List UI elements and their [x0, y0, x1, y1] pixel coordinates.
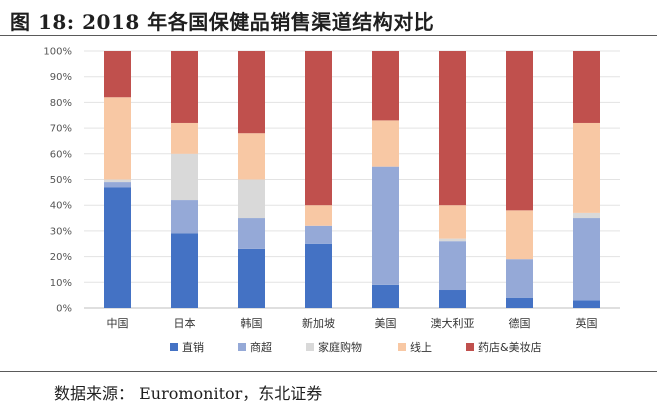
y-tick-label: 100% — [43, 47, 72, 58]
bar-segment — [305, 205, 332, 226]
bar-segment — [305, 225, 332, 244]
bar-segment — [104, 97, 131, 180]
x-category-label: 中国 — [107, 317, 129, 330]
bar-segment — [372, 120, 399, 167]
bar-segment — [573, 212, 600, 219]
bar-segment — [573, 300, 600, 308]
legend-label: 线上 — [410, 340, 432, 354]
x-category-label: 英国 — [576, 316, 598, 330]
legend-label: 药店&美妆店 — [478, 340, 542, 354]
chart-gridlines — [84, 50, 620, 309]
title-divider — [0, 35, 657, 36]
bar-segment — [104, 179, 131, 183]
bar-segment — [171, 51, 198, 123]
y-tick-label: 60% — [50, 149, 72, 160]
x-category-label: 美国 — [375, 317, 397, 330]
bar-segment — [104, 182, 131, 188]
bar-segment — [305, 51, 332, 206]
bar-segment — [238, 179, 265, 219]
legend-swatch — [466, 343, 474, 351]
x-category-label: 德国 — [509, 316, 531, 330]
y-tick-label: 50% — [50, 175, 72, 186]
bar-segment — [305, 243, 332, 308]
bar-segment — [506, 51, 533, 211]
bar-segment — [238, 133, 265, 180]
source-divider — [0, 371, 657, 372]
legend-swatch — [398, 343, 406, 351]
bar-segment — [171, 200, 198, 234]
legend-label: 直销 — [182, 340, 204, 354]
y-tick-label: 90% — [50, 72, 72, 83]
legend-swatch — [170, 343, 178, 351]
legend-swatch — [238, 343, 246, 351]
source-note: 数据来源： Euromonitor，东北证券 — [54, 384, 323, 403]
bar-segment — [439, 241, 466, 291]
bar-segment — [506, 259, 533, 298]
bar-segment — [439, 51, 466, 206]
bar-segment — [573, 51, 600, 123]
legend-label: 商超 — [250, 340, 272, 354]
bar-segment — [506, 210, 533, 260]
x-category-label: 新加坡 — [302, 316, 335, 330]
y-tick-label: 10% — [50, 278, 72, 289]
x-category-label: 澳大利亚 — [431, 316, 475, 330]
bar-segment — [439, 290, 466, 308]
bar-segment — [171, 122, 198, 154]
bar-segment — [439, 205, 466, 239]
bar-segment — [372, 51, 399, 121]
bar-segment — [238, 51, 265, 134]
bar-segment — [372, 284, 399, 308]
bar-segment — [104, 187, 131, 308]
bar-segment — [238, 248, 265, 308]
y-tick-label: 40% — [50, 201, 72, 212]
bar-segment — [573, 122, 600, 213]
bar-segment — [171, 233, 198, 308]
y-axis: 0% 10% 20% 30% 40% 50% 60% 70% 80% 90% 100% — [43, 47, 72, 315]
bar-segment — [238, 218, 265, 249]
y-tick-label: 30% — [50, 226, 72, 237]
bar-segment — [372, 166, 399, 285]
bar-segment — [439, 238, 466, 242]
stacked-bar-chart: 0% 10% 20% 30% 40% 50% 60% 70% 80% 90% 100% 中国 日本 韩国… — [43, 47, 620, 354]
x-axis: 中国 日本 韩国 新加坡 美国 澳大利亚 德国 英国 — [107, 316, 598, 330]
legend-swatch — [306, 343, 314, 351]
figure-title: 图 18: 2018 年各国保健品销售渠道结构对比 — [10, 10, 435, 34]
bars — [104, 51, 600, 308]
chart-legend: 直销 商超 家庭购物 线上 药店&美妆店 — [170, 340, 542, 354]
y-tick-label: 0% — [56, 304, 72, 315]
x-category-label: 日本 — [174, 316, 196, 330]
bar-segment — [104, 51, 131, 98]
source-bar: 数据来源： Euromonitor，东北证券 — [0, 371, 657, 411]
figure-title-bar: 图 18: 2018 年各国保健品销售渠道结构对比 — [0, 0, 657, 40]
bar-segment — [171, 153, 198, 201]
y-tick-label: 20% — [50, 252, 72, 263]
bar-segment — [506, 297, 533, 308]
legend-label: 家庭购物 — [318, 340, 362, 354]
y-tick-label: 80% — [50, 98, 72, 109]
bar-segment — [573, 218, 600, 301]
y-tick-label: 70% — [50, 124, 72, 135]
x-category-label: 韩国 — [241, 316, 263, 330]
